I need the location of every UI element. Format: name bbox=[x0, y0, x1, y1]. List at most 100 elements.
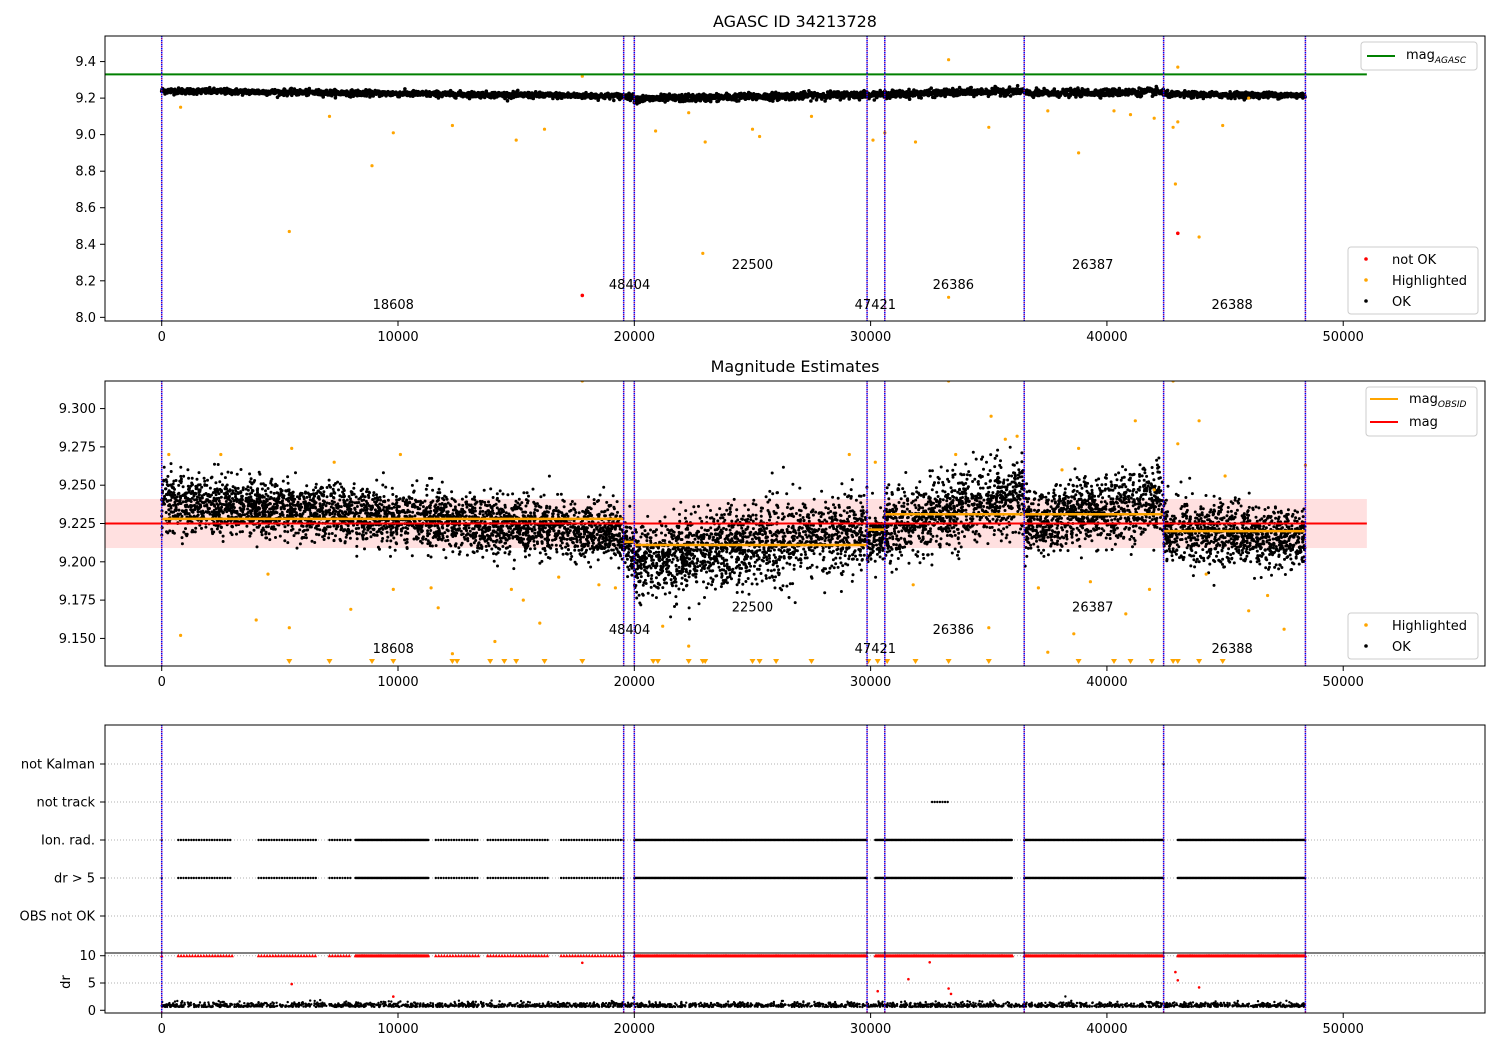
ok-point bbox=[512, 558, 516, 562]
ok-point bbox=[264, 489, 267, 493]
highlighted-point bbox=[1221, 123, 1225, 128]
x-tick-label: 20000 bbox=[614, 330, 655, 345]
panel1-legend-top: magAGASC bbox=[1360, 41, 1478, 71]
ok-point bbox=[468, 491, 472, 495]
legend-label-ok: OK bbox=[1392, 295, 1411, 310]
ok-point bbox=[327, 536, 331, 540]
ok-point bbox=[333, 512, 337, 516]
highlighted-point bbox=[1152, 116, 1156, 120]
ok-point bbox=[577, 511, 581, 515]
ok-point bbox=[372, 491, 376, 495]
ok-point bbox=[575, 539, 579, 542]
highlighted-point bbox=[687, 111, 691, 115]
y-tick-label: 8.6 bbox=[75, 201, 96, 216]
ok-point bbox=[180, 536, 184, 540]
ok-point bbox=[241, 488, 245, 492]
ok-point bbox=[206, 478, 209, 482]
ok-point bbox=[249, 486, 253, 490]
ok-point bbox=[424, 487, 428, 491]
ok-point bbox=[583, 555, 587, 559]
ok-point bbox=[417, 532, 421, 536]
ok-point bbox=[291, 527, 295, 531]
ok-point bbox=[426, 529, 430, 533]
ok-point bbox=[162, 465, 166, 469]
ok-point bbox=[612, 98, 616, 103]
ok-point bbox=[573, 548, 577, 552]
ok-point bbox=[565, 552, 569, 556]
ok-point bbox=[532, 511, 536, 515]
ok-point bbox=[218, 480, 222, 484]
highlighted-point bbox=[391, 131, 395, 135]
ok-point bbox=[297, 507, 301, 511]
ok-point bbox=[421, 505, 425, 509]
ok-point bbox=[445, 528, 449, 532]
ok-point bbox=[472, 541, 476, 545]
ok-point bbox=[485, 514, 489, 518]
ok-point bbox=[507, 530, 511, 534]
ok-point bbox=[589, 565, 593, 569]
ok-point bbox=[969, 85, 973, 90]
ok-point bbox=[215, 527, 219, 531]
ok-point bbox=[384, 485, 388, 489]
ok-point bbox=[312, 488, 315, 492]
ok-point bbox=[179, 465, 183, 469]
panel1-data bbox=[105, 58, 1367, 299]
ok-point bbox=[399, 533, 403, 537]
ok-point bbox=[401, 526, 405, 530]
obsid-label: 26387 bbox=[1072, 258, 1113, 273]
ok-point bbox=[364, 531, 368, 535]
highlighted-point bbox=[542, 127, 547, 131]
ok-point bbox=[289, 86, 294, 91]
ok-point bbox=[376, 545, 380, 549]
highlighted-point bbox=[987, 125, 991, 129]
ok-point bbox=[163, 502, 166, 506]
panel1-legend-bottom: not OK Highlighted OK bbox=[1347, 246, 1479, 315]
ok-point bbox=[379, 498, 382, 502]
ok-point bbox=[169, 498, 173, 502]
ok-point bbox=[547, 474, 551, 478]
ok-point bbox=[362, 527, 366, 531]
ok-point bbox=[390, 486, 394, 490]
ok-point bbox=[164, 511, 168, 514]
highlighted-point bbox=[871, 138, 875, 142]
ok-point bbox=[200, 485, 204, 489]
y-tick-label: 9.2 bbox=[75, 92, 96, 107]
ok-point bbox=[498, 489, 502, 493]
ok-point bbox=[512, 567, 516, 571]
ok-point bbox=[574, 511, 578, 514]
ok-point bbox=[268, 538, 272, 542]
highlighted-point bbox=[1176, 120, 1180, 124]
obsid-label: 22500 bbox=[732, 258, 773, 273]
highlighted-point bbox=[1112, 109, 1116, 113]
highlighted-point bbox=[654, 129, 658, 133]
ok-point bbox=[283, 539, 287, 543]
ok-point bbox=[389, 531, 393, 534]
ok-point bbox=[475, 549, 479, 553]
highlighted-point bbox=[179, 105, 183, 109]
ok-point bbox=[202, 476, 206, 480]
ok-point bbox=[929, 86, 933, 90]
ok-point bbox=[322, 538, 326, 541]
ok-point bbox=[602, 485, 606, 489]
ok-point bbox=[618, 514, 622, 518]
ok-point bbox=[504, 538, 508, 542]
ok-point bbox=[478, 537, 482, 541]
ok-point bbox=[355, 537, 359, 541]
ok-point bbox=[302, 536, 306, 539]
highlighted-point bbox=[450, 123, 454, 128]
ok-point bbox=[460, 533, 464, 537]
ok-point bbox=[344, 535, 348, 539]
highlighted-point bbox=[947, 58, 951, 62]
highlighted-point bbox=[947, 295, 951, 299]
legend-label-not-ok: not OK bbox=[1392, 253, 1437, 268]
ok-point bbox=[478, 506, 482, 510]
ok-point bbox=[555, 550, 559, 554]
ok-point bbox=[554, 537, 558, 541]
ok-point bbox=[708, 99, 713, 104]
ok-point bbox=[305, 495, 309, 499]
highlighted-point bbox=[1176, 65, 1180, 69]
ok-point bbox=[468, 529, 472, 533]
ok-point bbox=[357, 526, 361, 530]
